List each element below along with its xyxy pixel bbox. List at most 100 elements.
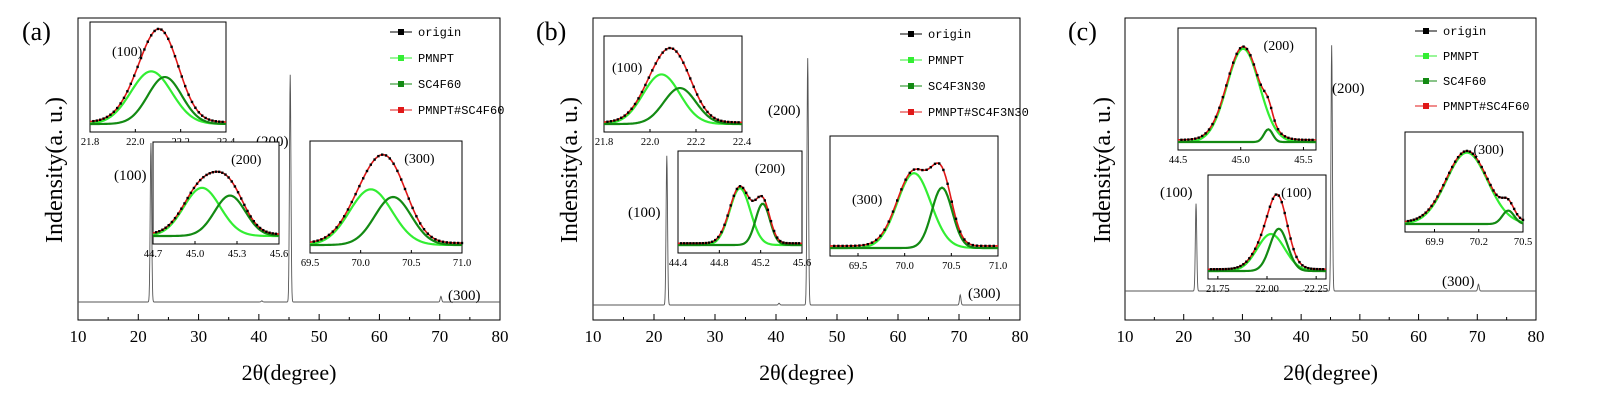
inset-origin-point [1262,224,1266,228]
inset-peak-label: (100) [112,45,143,60]
inset-tick-label: 70.0 [895,261,913,272]
inset-origin-point [671,47,675,50]
inset-origin-point [900,188,903,191]
inset-origin-point [992,244,995,248]
inset-origin-point [661,51,664,54]
inset-origin-point [411,206,414,210]
inset-origin-point [1236,266,1239,269]
inset-3: 69.5 70.0 70.5 71.0 (300) [829,135,1007,272]
x-tick-label: 30 [707,327,724,346]
inset-origin-point [950,200,953,203]
inset-origin-point [170,220,174,224]
inset-origin-point [637,97,640,100]
chart-panel-3: 10 20 30 40 50 60 70 80 2θ(degree) Indensity(a. u… [1068,17,1545,385]
inset-origin-point [716,118,720,121]
inset-origin-point [112,110,115,113]
inset-origin-point [1297,138,1300,141]
inset-origin-point [1215,268,1219,271]
inset-origin-point [426,232,429,235]
inset-component-sc4f3n30 [678,202,802,247]
panel-tag: (b) [536,17,566,46]
inset-origin-point [1415,217,1418,220]
inset-origin-point [346,208,350,211]
inset-origin-point [217,170,221,174]
inset-origin-point [1471,152,1475,155]
inset-origin-point [1259,83,1262,86]
inset-origin-point [785,241,788,245]
inset-origin-point [776,236,779,239]
inset-origin-point [707,241,711,244]
inset-origin-point [365,169,369,173]
inset-origin-point [170,45,173,49]
inset-origin-point [845,244,848,248]
inset-origin-point [833,244,836,248]
inset-peak-label: (300) [852,193,883,208]
inset-origin-point [1256,241,1260,244]
inset-origin-point [748,196,751,200]
x-tick-label: 10 [1117,327,1134,346]
inset-origin-point [139,56,143,60]
legend-marker [1423,78,1429,84]
inset-origin-point [377,154,380,158]
inset-origin-point [1433,200,1436,203]
inset-origin-point [208,172,211,175]
inset-tick-label: 70.5 [942,261,960,272]
inset-origin-point [1287,136,1290,140]
inset-origin-point [1187,138,1190,141]
inset-origin-point [741,186,745,190]
inset-origin-point [904,178,907,181]
inset-origin-point [1451,165,1454,169]
inset-origin-point [150,34,153,37]
inset-origin-point [224,173,227,176]
inset-origin-point [460,241,464,245]
inset-origin-point [180,75,183,78]
legend-entry: SC4F60 [1443,75,1486,89]
inset-component-sc4f60 [1178,128,1316,144]
x-tick-label: 10 [70,327,87,346]
inset-origin-point [854,244,857,247]
inset-origin-point [167,37,170,41]
inset-origin-point [975,244,979,247]
inset-origin-point [1480,165,1483,169]
inset-origin-point [875,238,878,242]
inset-origin-point [177,212,180,215]
inset-1: 21.8 22.0 22.2 22.4 (100) [595,35,752,148]
inset-origin-point [1224,267,1227,271]
inset-origin-point [1239,264,1242,268]
inset-origin-point [1271,197,1275,201]
inset-origin-point [1273,119,1276,122]
inset-origin-point [116,106,119,110]
inset-origin-point [1321,268,1325,271]
inset-origin-point [1283,211,1286,215]
inset-component-pmnpt [603,73,742,126]
inset-peak-label: (100) [1281,186,1312,201]
legend-entry: PMNPT#SC4F3N30 [928,106,1029,120]
inset-1: 44.5 45.0 45.5 (200) [1169,27,1317,166]
x-axis-label: 2θ(degree) [759,360,854,385]
inset-origin-point [921,168,924,172]
peak-label: (300) [968,286,1001,302]
inset-origin-point [699,100,702,103]
x-tick-label: 20 [1175,327,1192,346]
x-tick-label: 80 [1012,327,1029,346]
inset-origin-point [218,120,221,123]
inset-origin-point [316,239,319,242]
legend-marker [398,29,404,35]
inset-origin-point [954,217,958,221]
inset-frame [677,150,803,254]
inset-origin-point [751,199,754,202]
inset-origin-point [249,215,252,218]
inset-origin-point [255,223,259,227]
inset-origin-point [1304,265,1307,269]
inset-origin-point [331,230,334,233]
x-tick-label: 40 [250,327,267,346]
inset-origin-point [754,198,757,202]
inset-origin-point [335,226,338,229]
xrd-pattern-line [593,58,1020,306]
inset-origin-point [1406,219,1410,223]
inset-origin-point [737,121,740,124]
inset-2: 21.75 22.00 22.25 (100) [1206,174,1328,295]
inset-frame [1207,174,1327,280]
inset-origin-point [1442,183,1445,187]
